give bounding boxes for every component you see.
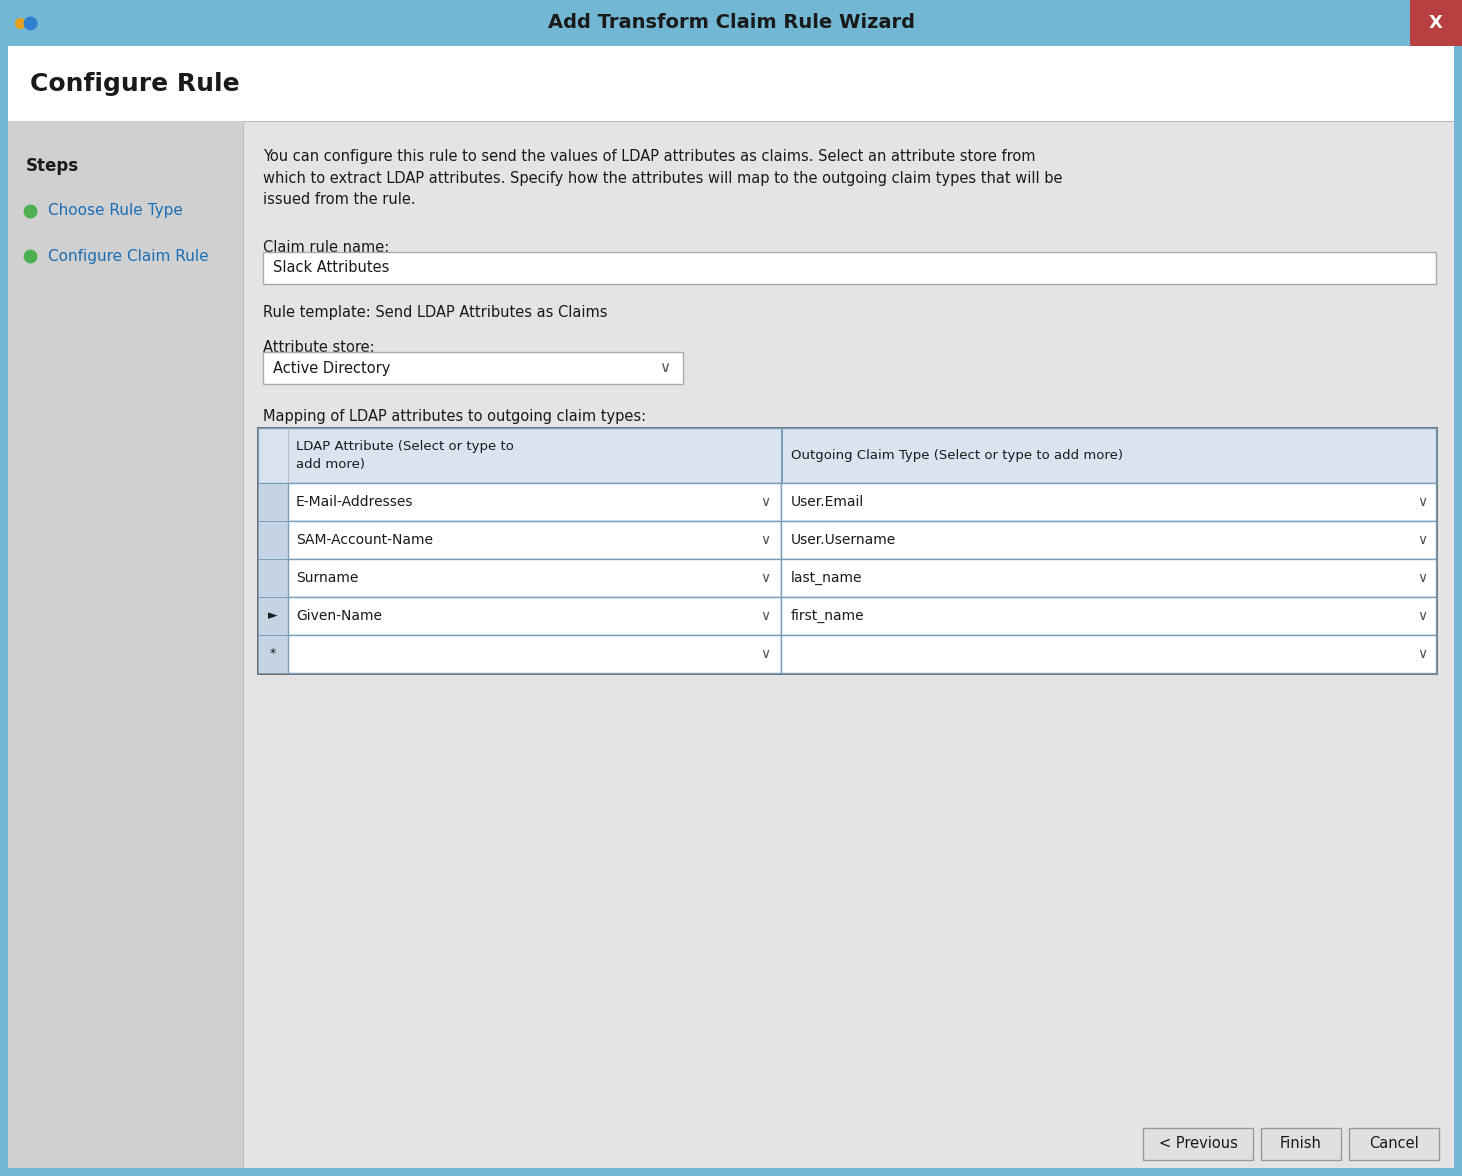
Text: *: * bbox=[270, 648, 276, 661]
Text: User.Email: User.Email bbox=[791, 495, 864, 509]
Text: X: X bbox=[1428, 14, 1443, 32]
Bar bbox=[7, 46, 1455, 121]
Text: ∨: ∨ bbox=[760, 533, 770, 547]
Bar bbox=[288, 635, 781, 673]
Text: Rule template: Send LDAP Attributes as Claims: Rule template: Send LDAP Attributes as C… bbox=[263, 305, 608, 320]
Bar bbox=[288, 559, 781, 597]
Text: Choose Rule Type: Choose Rule Type bbox=[48, 203, 183, 219]
Text: Given-Name: Given-Name bbox=[295, 609, 382, 623]
Text: Mapping of LDAP attributes to outgoing claim types:: Mapping of LDAP attributes to outgoing c… bbox=[263, 408, 646, 423]
Bar bbox=[781, 483, 1436, 521]
Bar bbox=[288, 483, 781, 521]
Bar bbox=[1409, 0, 1462, 46]
Bar bbox=[781, 428, 784, 483]
Text: You can configure this rule to send the values of LDAP attributes as claims. Sel: You can configure this rule to send the … bbox=[263, 148, 1035, 163]
Bar bbox=[7, 121, 1455, 1168]
Text: SAM-Account-Name: SAM-Account-Name bbox=[295, 533, 433, 547]
Text: ∨: ∨ bbox=[1417, 572, 1427, 584]
Bar bbox=[263, 252, 1436, 283]
Bar bbox=[0, 0, 53, 46]
Bar bbox=[781, 597, 1436, 635]
Text: < Previous: < Previous bbox=[1158, 1136, 1237, 1151]
Text: issued from the rule.: issued from the rule. bbox=[263, 193, 415, 207]
Bar bbox=[7, 121, 243, 1168]
Text: LDAP Attribute (Select or type to: LDAP Attribute (Select or type to bbox=[295, 440, 513, 453]
Text: ∨: ∨ bbox=[1417, 647, 1427, 661]
Text: Surname: Surname bbox=[295, 572, 358, 584]
Text: Add Transform Claim Rule Wizard: Add Transform Claim Rule Wizard bbox=[547, 13, 915, 33]
Text: User.Username: User.Username bbox=[791, 533, 896, 547]
Bar bbox=[781, 521, 1436, 559]
Bar bbox=[257, 559, 288, 597]
Bar bbox=[257, 428, 1436, 483]
Text: Active Directory: Active Directory bbox=[273, 361, 390, 375]
Text: Steps: Steps bbox=[26, 158, 79, 175]
Bar bbox=[288, 597, 781, 635]
Text: ∨: ∨ bbox=[1417, 533, 1427, 547]
Bar bbox=[1262, 1128, 1341, 1160]
Text: ∨: ∨ bbox=[760, 495, 770, 509]
Bar bbox=[263, 352, 683, 385]
Text: Attribute store:: Attribute store: bbox=[263, 340, 374, 354]
Text: ∨: ∨ bbox=[1417, 495, 1427, 509]
Bar bbox=[0, 0, 1462, 46]
Text: ∨: ∨ bbox=[1417, 609, 1427, 623]
Text: ∨: ∨ bbox=[760, 647, 770, 661]
Bar bbox=[1143, 1128, 1253, 1160]
Text: Outgoing Claim Type (Select or type to add more): Outgoing Claim Type (Select or type to a… bbox=[791, 449, 1123, 462]
Text: Finish: Finish bbox=[1281, 1136, 1322, 1151]
Bar bbox=[257, 597, 288, 635]
Text: first_name: first_name bbox=[791, 609, 864, 623]
Text: Configure Claim Rule: Configure Claim Rule bbox=[48, 248, 209, 263]
Text: Slack Attributes: Slack Attributes bbox=[273, 261, 389, 275]
Text: Configure Rule: Configure Rule bbox=[31, 72, 240, 95]
Text: Claim rule name:: Claim rule name: bbox=[263, 240, 389, 254]
Bar bbox=[1349, 1128, 1439, 1160]
Text: E-Mail-Addresses: E-Mail-Addresses bbox=[295, 495, 414, 509]
Text: ►: ► bbox=[268, 609, 278, 622]
Bar bbox=[781, 635, 1436, 673]
Bar bbox=[257, 428, 1436, 673]
Text: add more): add more) bbox=[295, 457, 366, 472]
Text: which to extract LDAP attributes. Specify how the attributes will map to the out: which to extract LDAP attributes. Specif… bbox=[263, 171, 1063, 186]
Bar bbox=[257, 483, 288, 521]
Text: ∨: ∨ bbox=[659, 361, 671, 375]
Text: ∨: ∨ bbox=[760, 609, 770, 623]
Bar bbox=[288, 521, 781, 559]
Text: Cancel: Cancel bbox=[1368, 1136, 1420, 1151]
Bar bbox=[257, 635, 288, 673]
Bar bbox=[257, 521, 288, 559]
Text: ∨: ∨ bbox=[760, 572, 770, 584]
Text: last_name: last_name bbox=[791, 570, 863, 586]
Bar bbox=[781, 559, 1436, 597]
